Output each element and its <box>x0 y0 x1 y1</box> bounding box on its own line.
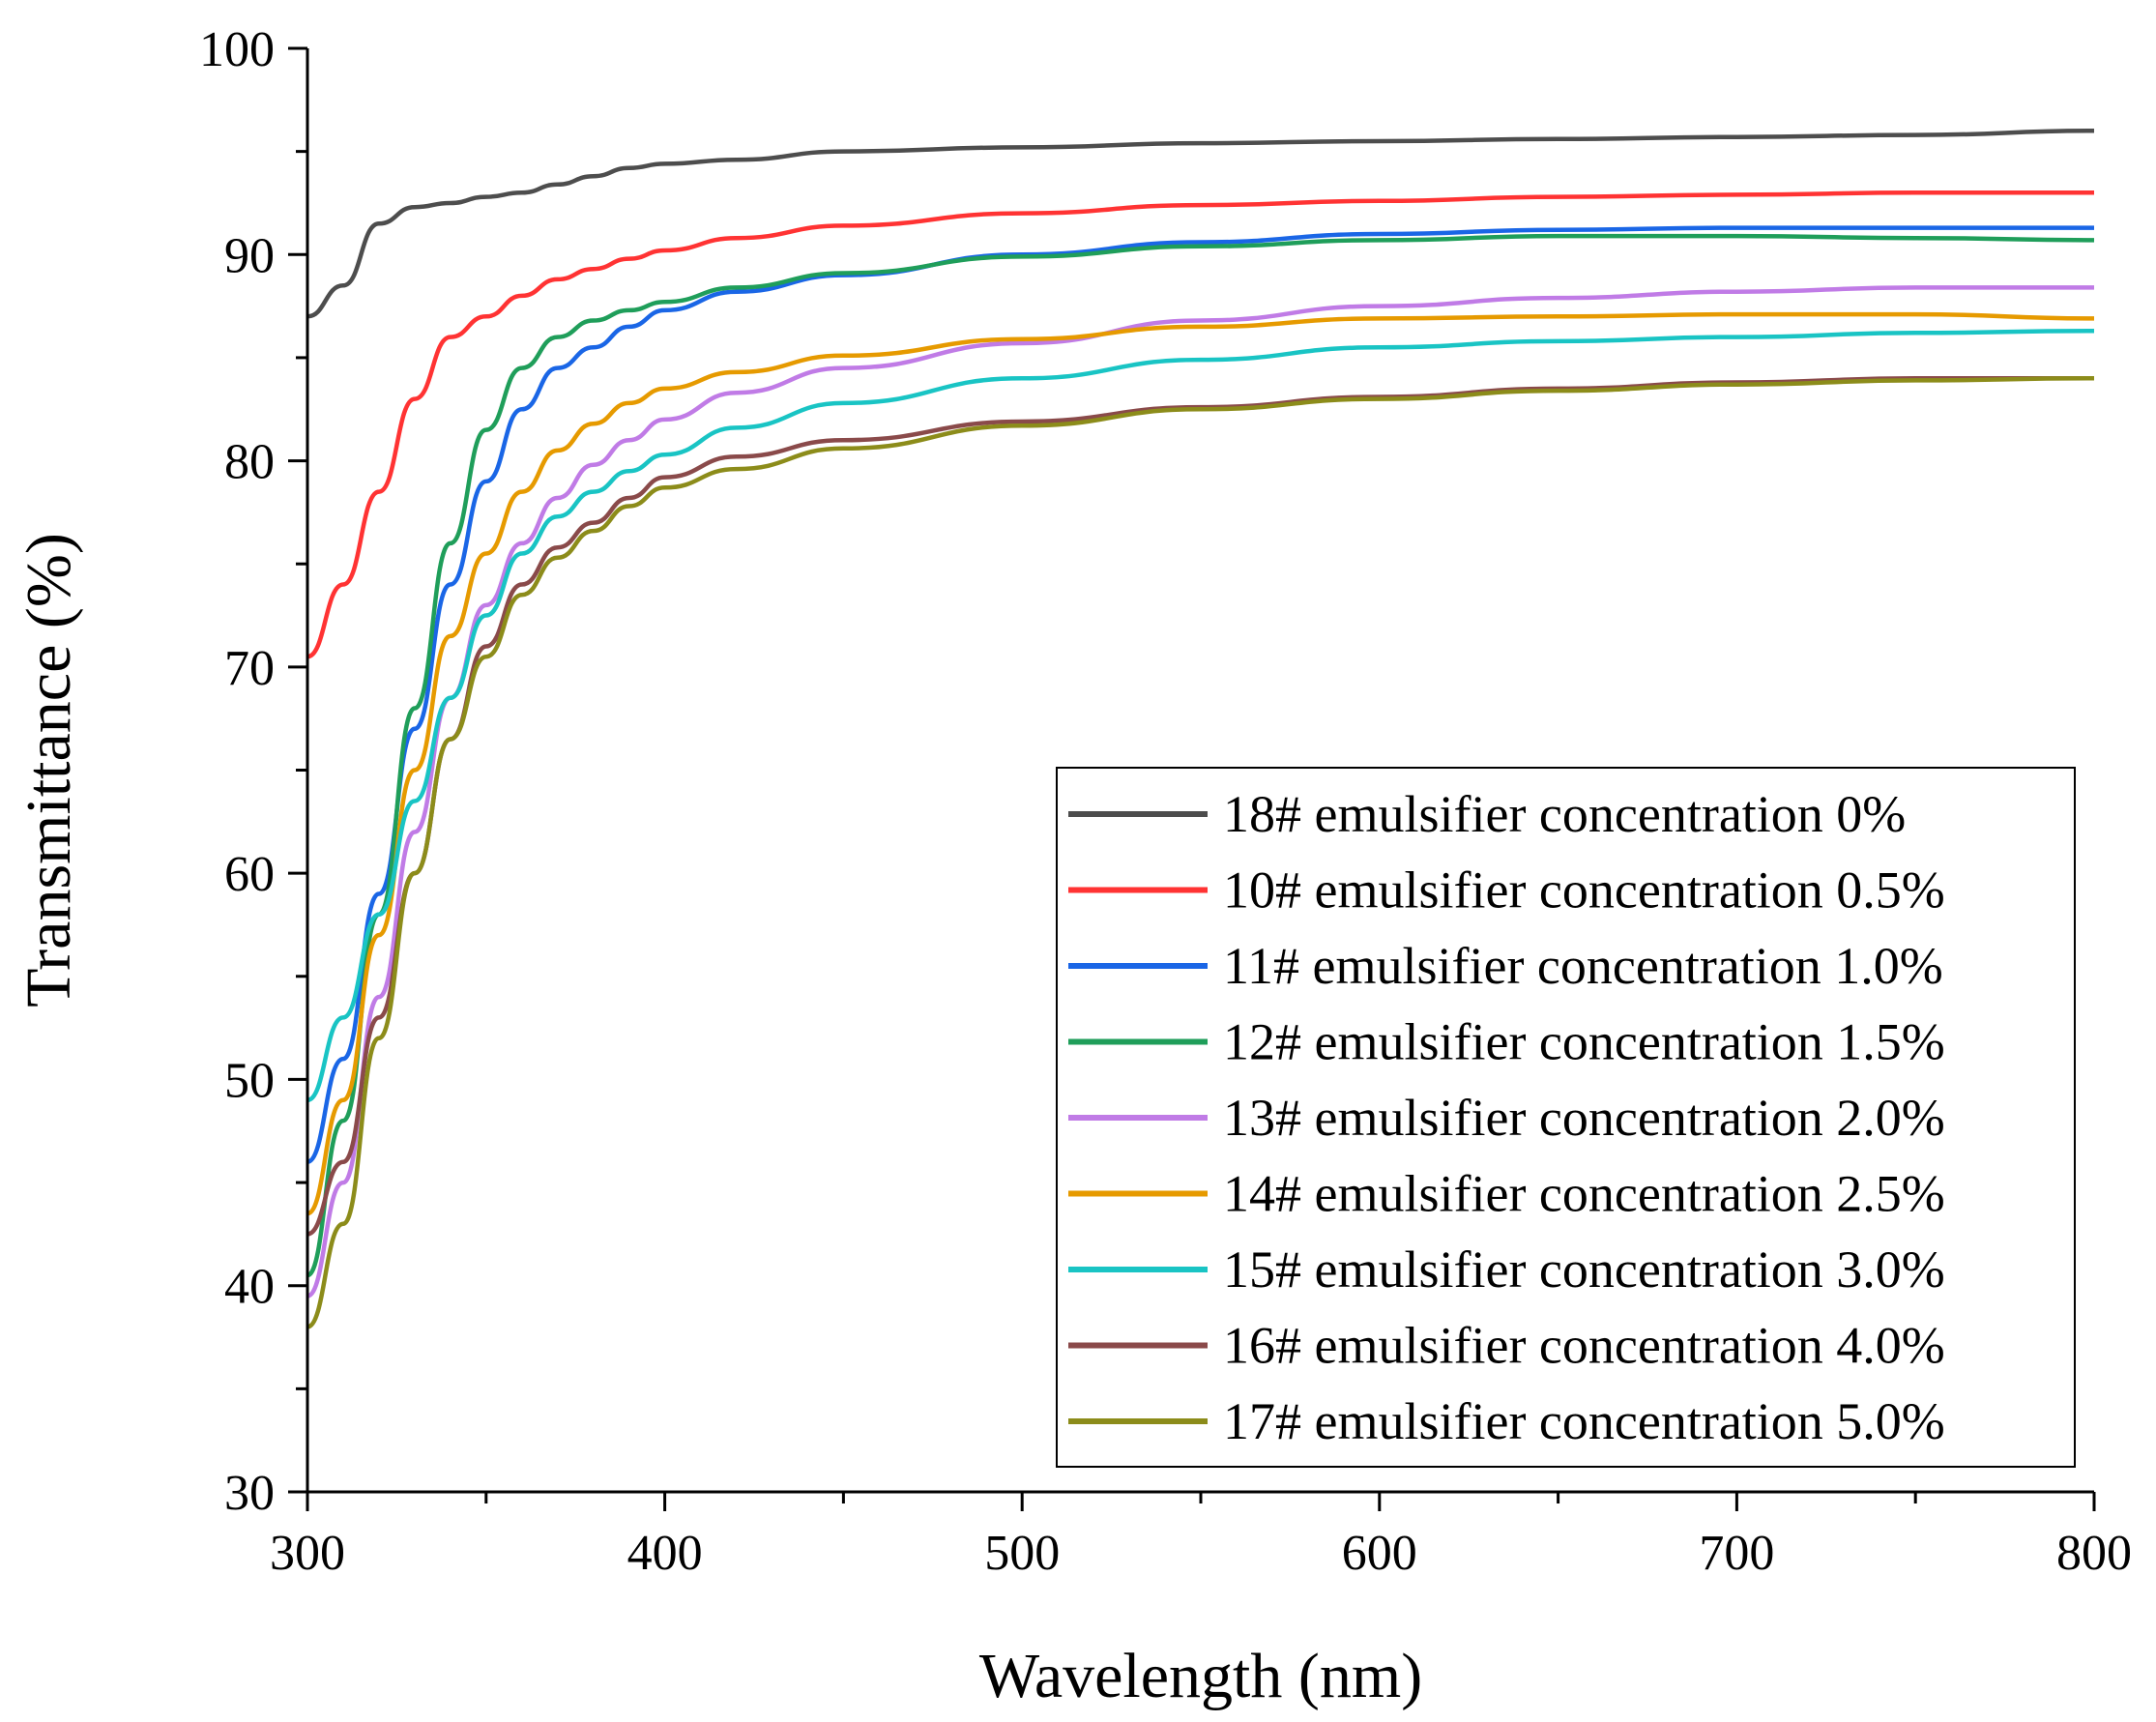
y-tick-label: 70 <box>224 641 275 696</box>
series-line-9 <box>306 376 2095 1329</box>
legend-label: 10# emulsifier concentration 0.5% <box>1223 861 1945 919</box>
series-line-1 <box>306 129 2095 319</box>
legend-label: 12# emulsifier concentration 1.5% <box>1223 1013 1945 1071</box>
axes-layer: 300 400 500 600 700 800 30 40 50 60 70 80 90 100 Wavel… <box>14 22 2132 1711</box>
legend-layer: 18# emulsifier concentration 0% 10# emuls… <box>1056 767 2076 1468</box>
y-tick-label: 30 <box>224 1466 275 1521</box>
series-line-7 <box>306 328 2095 1103</box>
legend-label: 16# emulsifier concentration 4.0% <box>1223 1317 1945 1375</box>
x-tick-label: 700 <box>1699 1526 1774 1581</box>
y-tick-label: 60 <box>224 847 275 902</box>
x-tick-label: 500 <box>984 1526 1060 1581</box>
series-line-2 <box>306 190 2094 659</box>
x-tick-label: 400 <box>627 1526 703 1581</box>
series-line-6 <box>306 311 2095 1216</box>
legend-box <box>1056 767 2076 1468</box>
x-tick-label: 300 <box>270 1526 345 1581</box>
series-line-5 <box>306 285 2094 1299</box>
series-line-4 <box>306 233 2095 1278</box>
legend-label: 15# emulsifier concentration 3.0% <box>1223 1240 1945 1299</box>
x-tick-label: 600 <box>1342 1526 1417 1581</box>
series-layer <box>306 129 2095 1329</box>
legend-label: 17# emulsifier concentration 5.0% <box>1223 1392 1945 1450</box>
y-axis-title: Transmittance (%) <box>14 533 84 1007</box>
legend-label: 13# emulsifier concentration 2.0% <box>1223 1089 1945 1147</box>
series-line-3 <box>306 225 2094 1164</box>
y-tick-label: 40 <box>224 1260 275 1315</box>
y-tick-label: 80 <box>224 435 275 490</box>
y-tick-label: 100 <box>199 22 275 77</box>
legend-label: 18# emulsifier concentration 0% <box>1223 785 1906 843</box>
y-tick-label: 90 <box>224 228 275 283</box>
x-axis-title: Wavelength (nm) <box>979 1641 1422 1711</box>
legend-label: 11# emulsifier concentration 1.0% <box>1223 937 1943 995</box>
y-tick-label: 50 <box>224 1053 275 1108</box>
x-tick-label: 800 <box>2056 1526 2132 1581</box>
legend-label: 14# emulsifier concentration 2.5% <box>1223 1165 1945 1223</box>
